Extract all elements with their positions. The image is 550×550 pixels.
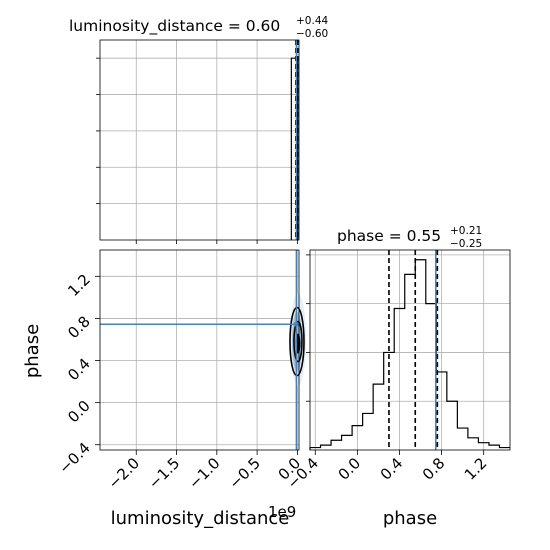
phase-hist-xtick-label: 0.0 bbox=[335, 454, 365, 484]
ld-offset-text: 1e9 bbox=[268, 503, 296, 521]
y-axis-label-phase: phase bbox=[22, 324, 43, 378]
joint-ytick-label: 1.2 bbox=[64, 270, 94, 300]
phase-hist-xtick-label: 0.8 bbox=[419, 454, 449, 484]
joint-ytick-label: 0.0 bbox=[64, 397, 94, 427]
phase-hist-xtick-label: 1.2 bbox=[461, 454, 491, 484]
phase-hist-step bbox=[309, 259, 510, 450]
phase-hist-bars bbox=[309, 250, 510, 450]
ld-hist-ticks bbox=[96, 57, 298, 244]
phase-title-minus: −0.25 bbox=[450, 238, 482, 250]
joint-panel: −2.0 −1.5 −1.0 −0.5 0.0−0.40.00.40.81.2 bbox=[55, 249, 306, 493]
joint-ytick-label: −0.4 bbox=[55, 439, 93, 477]
joint-ytick-label: 0.4 bbox=[64, 355, 94, 385]
ld-title: luminosity_distance = 0.60 bbox=[69, 17, 280, 36]
ld-title-minus: −0.60 bbox=[296, 28, 328, 40]
joint-xtick-label: −1.0 bbox=[185, 454, 223, 492]
joint-truth-marker bbox=[294, 322, 299, 327]
x-axis-label-ld: luminosity_distance bbox=[111, 508, 290, 529]
phase-hist-panel: −0.4 0.0 0.4 0.8 1.2 bbox=[284, 249, 511, 493]
joint-xtick-label: −0.5 bbox=[225, 454, 263, 492]
joint-contour-inner bbox=[293, 320, 303, 363]
joint-xtick-label: −1.5 bbox=[145, 454, 183, 492]
joint-ytick-label: 0.8 bbox=[64, 313, 94, 343]
joint-grid bbox=[100, 250, 299, 450]
ld-title-plus: +0.44 bbox=[296, 15, 328, 27]
ld-hist-panel bbox=[96, 39, 300, 244]
phase-hist-xtick-label: 0.4 bbox=[377, 454, 407, 484]
phase-title: phase = 0.55 bbox=[337, 227, 441, 245]
phase-title-plus: +0.21 bbox=[450, 225, 482, 237]
ld-hist-bars bbox=[290, 40, 299, 240]
phase-hist-grid bbox=[310, 250, 510, 450]
joint-density bbox=[289, 293, 306, 386]
joint-truth-lines bbox=[100, 250, 299, 450]
x-axis-label-phase: phase bbox=[383, 508, 437, 529]
joint-xtick-label: −2.0 bbox=[105, 454, 143, 492]
